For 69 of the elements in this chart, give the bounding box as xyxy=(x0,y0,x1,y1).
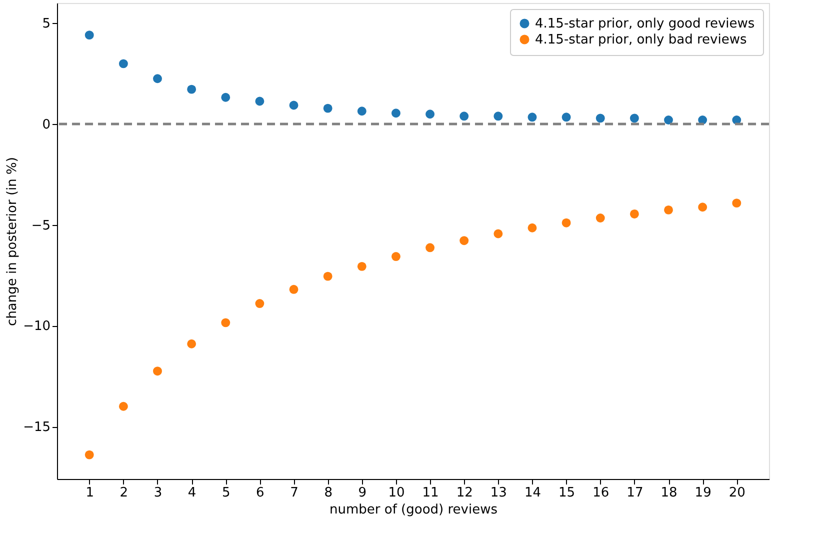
x-tick-label: 1 xyxy=(86,486,94,500)
legend-label: 4.15-star prior, only bad reviews xyxy=(535,32,747,48)
x-tick-label: 17 xyxy=(626,486,644,500)
x-tick-label: 3 xyxy=(154,486,162,500)
point xyxy=(323,104,332,113)
x-tick-label: 18 xyxy=(660,486,678,500)
point xyxy=(153,74,162,84)
point xyxy=(391,252,400,261)
point xyxy=(118,402,128,411)
point xyxy=(528,112,537,122)
point xyxy=(255,299,264,308)
x-axis-title: number of (good) reviews xyxy=(330,502,498,518)
x-tick-label: 16 xyxy=(592,486,610,500)
x-tick-label: 10 xyxy=(388,486,405,500)
point xyxy=(494,112,503,121)
point xyxy=(630,114,639,123)
point xyxy=(664,205,673,214)
point xyxy=(732,198,742,208)
point xyxy=(596,214,605,222)
point xyxy=(84,30,94,40)
x-tick-label: 12 xyxy=(456,486,473,500)
x-tick-label: 8 xyxy=(324,486,332,500)
point xyxy=(221,318,230,328)
point xyxy=(460,112,469,121)
x-tick-label: 4 xyxy=(188,486,196,500)
point xyxy=(289,284,298,294)
point xyxy=(391,108,400,118)
point xyxy=(153,366,162,376)
point xyxy=(698,116,708,124)
legend-label: 4.15-star prior, only good reviews xyxy=(535,16,755,32)
x-tick-label: 15 xyxy=(558,486,576,500)
point xyxy=(562,112,571,122)
point xyxy=(187,84,196,94)
point xyxy=(732,116,742,124)
y-tick-label: −15 xyxy=(23,420,50,436)
point xyxy=(357,106,366,116)
y-tick-label: −10 xyxy=(23,319,50,334)
point xyxy=(289,100,298,110)
y-axis-title: change in posterior (in %) xyxy=(5,157,20,326)
point xyxy=(596,114,605,123)
point xyxy=(357,262,366,271)
point xyxy=(630,210,639,218)
x-tick-label: 20 xyxy=(728,486,746,500)
point xyxy=(664,116,673,124)
y-tick-label: 5 xyxy=(42,16,50,32)
point xyxy=(118,59,128,68)
point xyxy=(255,96,264,106)
point xyxy=(528,223,537,232)
x-tick-label: 11 xyxy=(422,486,439,500)
x-tick-label: 13 xyxy=(490,486,507,500)
x-tick-label: 2 xyxy=(120,486,128,500)
x-tick-label: 19 xyxy=(694,486,712,500)
point xyxy=(426,110,435,119)
point xyxy=(221,92,230,102)
point xyxy=(698,202,708,212)
x-tick-label: 6 xyxy=(256,486,264,500)
point xyxy=(426,243,435,252)
x-tick-label: 14 xyxy=(524,486,542,500)
x-tick-label: 5 xyxy=(222,486,230,500)
x-tick-label: 7 xyxy=(290,486,298,500)
point xyxy=(84,450,94,460)
x-tick-label: 9 xyxy=(358,486,367,500)
point xyxy=(494,229,503,238)
point xyxy=(323,272,332,281)
y-tick-label: −5 xyxy=(31,218,50,234)
y-tick-label: 0 xyxy=(42,118,50,133)
point xyxy=(187,339,196,348)
point xyxy=(562,218,571,228)
point xyxy=(460,236,469,246)
